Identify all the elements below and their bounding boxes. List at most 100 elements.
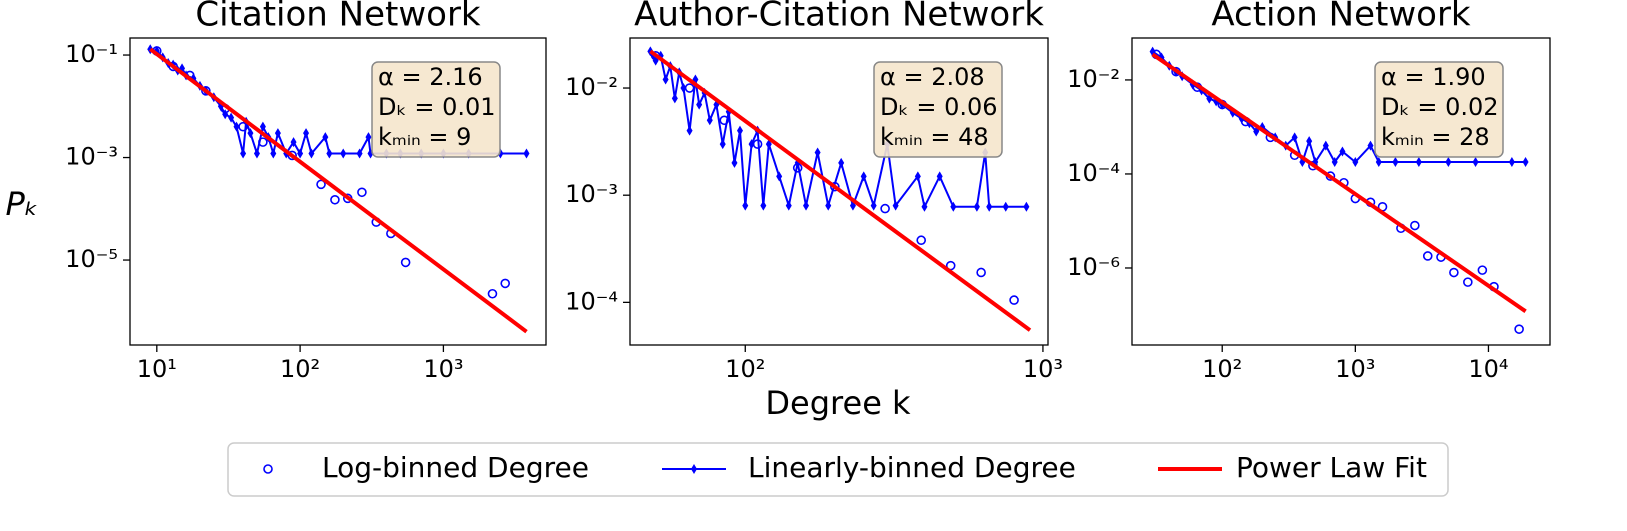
legend-marker [263, 464, 273, 474]
diamond-marker [696, 99, 703, 110]
x-tick-label: 10³ [1023, 355, 1063, 383]
annotation: Dₖ = 0.06 [880, 93, 998, 121]
y-tick-label: 10⁻² [565, 73, 618, 101]
circle-marker [916, 235, 927, 246]
legend-label: Linearly-binned Degree [748, 451, 1076, 484]
circle-marker [287, 150, 297, 161]
panel-title: Author-Citation Network [634, 0, 1044, 35]
circle-marker [238, 121, 248, 132]
diamond-marker [1002, 201, 1009, 212]
diamond-marker [228, 112, 235, 123]
y-tick-label: 10⁻⁴ [1067, 159, 1120, 187]
fit-line [649, 49, 1032, 332]
y-axis-label: Pₖ [6, 185, 39, 223]
diamond-marker [233, 121, 240, 132]
annotation: α = 1.90 [1381, 63, 1486, 91]
annotation: Dₖ = 0.02 [1381, 93, 1499, 121]
circle-marker [258, 137, 268, 147]
x-tick-label: 10² [725, 355, 765, 383]
diamond-marker [719, 139, 726, 150]
annotation: α = 2.16 [378, 63, 483, 91]
circle-marker [880, 203, 890, 214]
circle-marker [1422, 251, 1433, 261]
diamond-marker [297, 148, 304, 159]
diamond-marker [259, 121, 266, 132]
diamond-marker [523, 148, 530, 159]
diamond-marker [326, 148, 333, 159]
circle-marker [1514, 324, 1524, 334]
diamond-marker [936, 171, 943, 182]
diamond-marker [356, 148, 363, 159]
axes-frame [129, 37, 547, 346]
circle-marker [792, 163, 803, 173]
diamond-marker [1352, 156, 1359, 167]
diamond-marker [1508, 156, 1515, 167]
diamond-marker [322, 132, 329, 143]
y-tick-label: 10⁻³ [65, 143, 118, 171]
diamond-marker [1367, 140, 1374, 151]
y-tick-label: 10⁻⁵ [65, 245, 118, 273]
legend-marker [691, 464, 697, 474]
diamond-marker [748, 139, 755, 150]
diamond-marker [825, 200, 832, 211]
plot-area [647, 46, 1032, 332]
annotation: Dₖ = 0.01 [378, 93, 496, 121]
circle-marker [357, 187, 367, 198]
diamond-marker [1445, 156, 1452, 167]
circle-marker [487, 288, 498, 299]
diamond-marker [247, 128, 254, 139]
plot-area [1149, 46, 1529, 334]
legend-box [227, 442, 1449, 497]
diamond-marker [1472, 156, 1479, 167]
diamond-marker [662, 74, 669, 85]
diamond-marker [776, 171, 783, 182]
y-tick-label: 10⁻² [1067, 65, 1120, 93]
y-tick-label: 10⁻¹ [65, 40, 118, 68]
annotation: α = 2.08 [880, 63, 985, 91]
panel-title: Citation Network [195, 0, 481, 35]
legend-label: Power Law Fit [1236, 451, 1427, 484]
diamond-marker [803, 200, 810, 211]
diamond-marker [731, 157, 738, 168]
diamond-marker [760, 200, 767, 211]
diamond-marker [340, 148, 347, 159]
diamond-marker [742, 200, 749, 211]
annotation-box [873, 61, 1003, 158]
x-tick-label: 10³ [1335, 355, 1375, 383]
x-tick-label: 10² [280, 355, 320, 383]
diamond-marker [680, 83, 687, 94]
diamond-marker [706, 115, 713, 126]
fit-line [149, 47, 528, 334]
diamond-marker [671, 93, 678, 104]
diamond-marker [290, 137, 297, 148]
annotation-box [371, 61, 501, 158]
circle-marker [1449, 267, 1459, 278]
x-tick-label: 10³ [423, 355, 463, 383]
circle-marker [201, 86, 211, 96]
diamond-marker [1023, 201, 1030, 212]
panel-title: Action Network [1211, 0, 1471, 35]
circle-marker [1410, 220, 1420, 231]
diamond-marker [1291, 132, 1298, 143]
diamond-marker [303, 128, 310, 139]
circle-marker [316, 179, 326, 190]
diamond-marker [253, 148, 260, 159]
annotation-box [1374, 61, 1504, 158]
circle-marker [400, 257, 411, 268]
circle-marker [330, 194, 340, 205]
circle-marker [168, 61, 178, 72]
diamond-marker [1322, 140, 1329, 151]
diamond-marker [274, 128, 281, 139]
x-axis-label: Degree k [765, 384, 911, 422]
y-tick-label: 10⁻⁶ [1067, 253, 1120, 281]
x-tick-label: 10⁴ [1468, 355, 1508, 383]
annotation: kₘᵢₙ = 28 [1381, 123, 1490, 151]
diamond-marker [914, 171, 921, 182]
diamond-marker [365, 132, 372, 143]
circle-marker [1009, 295, 1019, 305]
diamond-marker [986, 201, 993, 212]
diamond-marker [1522, 156, 1529, 167]
circle-marker [500, 278, 511, 289]
diamond-marker [1415, 156, 1422, 167]
